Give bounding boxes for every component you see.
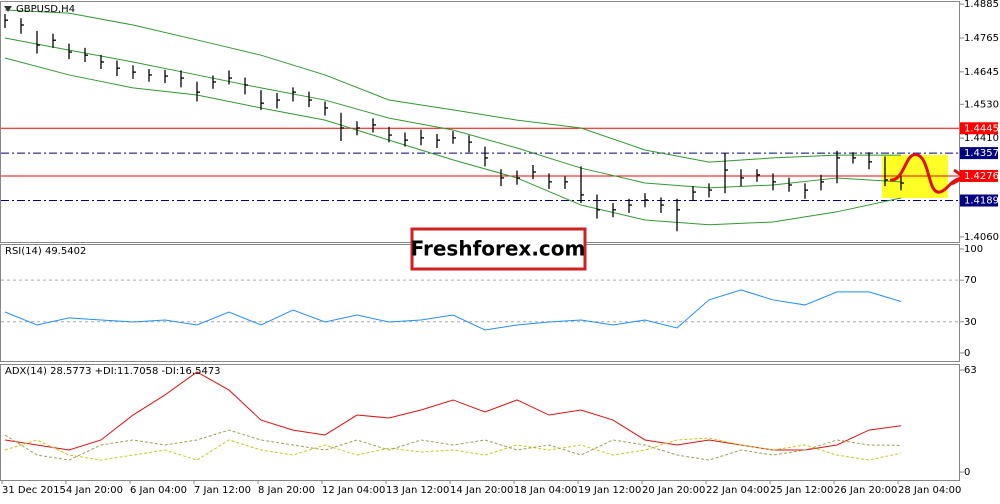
y-tick-label: 1.4765: [964, 33, 999, 44]
y-tick-label: 1.4885: [964, 0, 999, 10]
band-lower: [4, 57, 902, 226]
x-tick-label: 12 Jan 04:00: [322, 485, 385, 496]
x-tick-label: 18 Jan 04:00: [514, 485, 577, 496]
x-tick-label: 31 Dec 2015: [2, 485, 66, 496]
forecast-arrow: [889, 153, 963, 194]
x-tick-label: 28 Jan 04:00: [898, 485, 961, 496]
y-tick-label: 63: [964, 365, 977, 376]
level-label-box: [960, 169, 998, 182]
indicator-line: [4, 371, 902, 451]
y-tick-label: 100: [964, 244, 983, 255]
level-label-box: [960, 122, 998, 135]
level-label-box: [960, 194, 998, 207]
watermark: Freshforex.com: [411, 237, 586, 261]
indicator-line: [4, 429, 902, 461]
x-tick-label: 8 Jan 20:00: [258, 485, 315, 496]
indicator-line: [4, 437, 902, 461]
x-tick-label: 14 Jan 20:00: [450, 485, 513, 496]
x-tick-label: 6 Jan 04:00: [130, 485, 187, 496]
y-tick-label: 0: [964, 467, 970, 478]
level-label: 1.4276: [964, 171, 999, 182]
y-tick-label: 30: [964, 317, 977, 328]
y-tick-label: 70: [964, 275, 977, 286]
x-tick-label: 7 Jan 12:00: [194, 485, 251, 496]
level-label: 1.4357: [964, 148, 999, 159]
y-tick-label: 1.4410: [964, 133, 999, 144]
x-tick-label: 13 Jan 12:00: [386, 485, 449, 496]
y-tick-label: 1.4060: [964, 232, 999, 243]
level-label: 1.4445: [964, 123, 999, 134]
band-upper: [4, 9, 901, 163]
x-tick-label: 20 Jan 20:00: [642, 485, 705, 496]
x-tick-label: 26 Jan 20:00: [834, 485, 897, 496]
y-tick-label: 1.4530: [964, 99, 999, 110]
adx-panel: [0, 364, 960, 481]
level-label-box: [960, 147, 998, 160]
band-middle: [4, 37, 902, 189]
level-label: 1.4189: [964, 196, 999, 207]
x-tick-label: 25 Jan 12:00: [770, 485, 833, 496]
adx-title: ADX(14) 28.5773 +DI:11.7058 -DI:16.5473: [5, 366, 221, 377]
x-tick-label: 4 Jan 20:00: [66, 485, 123, 496]
chart-title: GBPUSD,H4: [16, 4, 75, 15]
rsi-title: RSI(14) 49.5402: [5, 246, 86, 257]
menu-icon: [4, 6, 12, 12]
y-tick-label: 1.4645: [964, 67, 999, 78]
y-tick-label: 0: [964, 348, 970, 359]
x-tick-label: 22 Jan 04:00: [706, 485, 769, 496]
x-tick-label: 19 Jan 12:00: [578, 485, 641, 496]
watermark-box: [410, 227, 587, 271]
indicator-line: [4, 289, 902, 331]
